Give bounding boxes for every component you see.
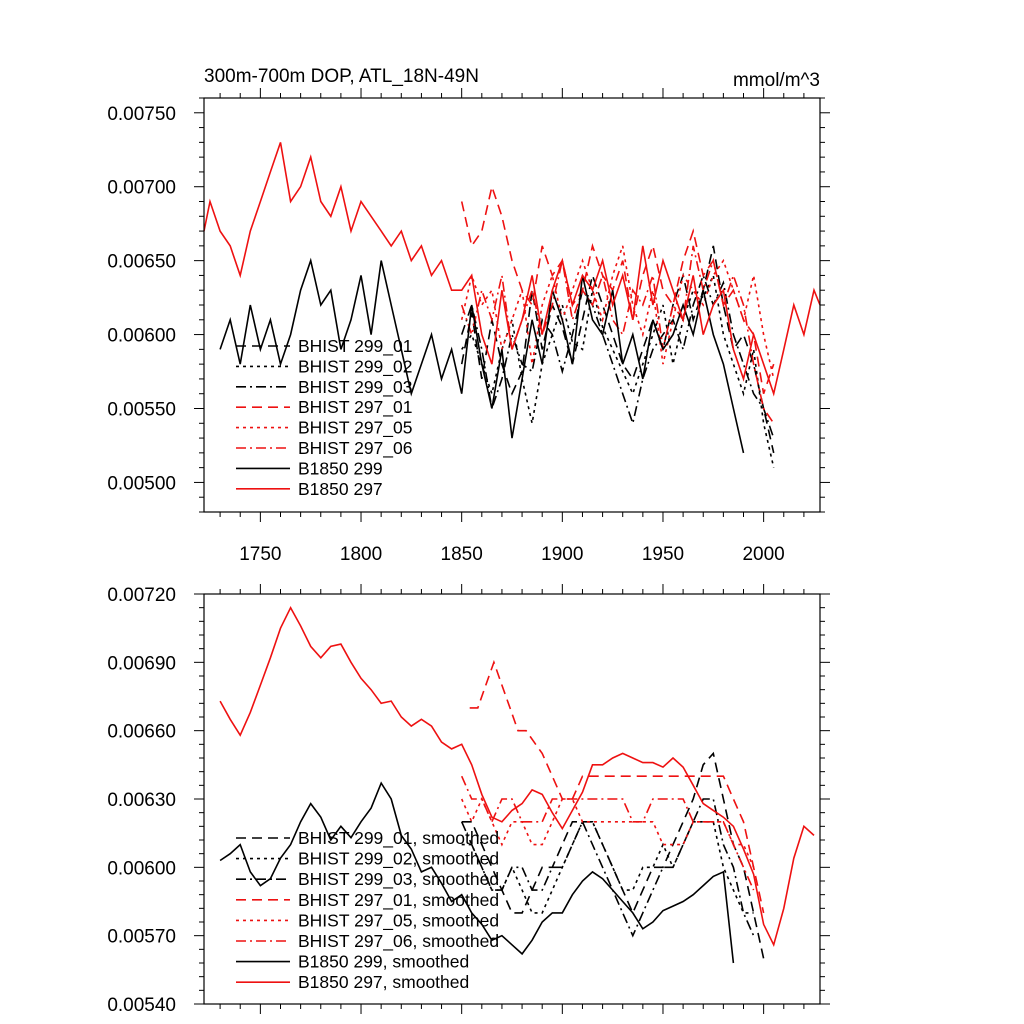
series-line-bhist-299-02-smoothed xyxy=(461,820,754,914)
series-line-bhist-299-03-smoothed xyxy=(460,798,755,938)
top-axes: 1750 1800 1850 1900 1950 2000 0.00500 0.00550 0.… xyxy=(107,88,830,565)
bottom-axes: 0.00540 0.00570 0.00600 0.00630 0.00660 0.006… xyxy=(107,584,830,1016)
x-tick-label: 2000 xyxy=(742,544,784,565)
series-line-bhist-299-02 xyxy=(461,272,775,468)
y-tick-label: 0.00570 xyxy=(107,927,176,948)
top-units: mmol/m^3 xyxy=(733,70,820,91)
y-tick-label: 0.00700 xyxy=(107,178,176,199)
series-line-b1850-299-smoothed xyxy=(219,781,735,964)
x-tick-label: 1950 xyxy=(642,544,684,565)
top-plot-frame xyxy=(203,97,821,513)
y-tick-label: 0.00720 xyxy=(107,585,176,606)
top-series-group xyxy=(203,142,821,468)
y-tick-label: 0.00540 xyxy=(107,995,176,1016)
legend-label: BHIST 299_01, smoothed xyxy=(298,828,499,849)
y-tick-label: 0.00630 xyxy=(107,790,176,811)
bottom-series-group xyxy=(219,605,815,964)
series-line-bhist-299-01-smoothed xyxy=(461,751,765,959)
y-tick-label: 0.00660 xyxy=(107,722,176,743)
legend-label: BHIST 297_06 xyxy=(298,438,412,459)
y-tick-label: 0.00600 xyxy=(107,326,176,347)
series-line-bhist-297-01 xyxy=(460,183,775,394)
y-tick-label: 0.00500 xyxy=(107,473,176,494)
y-tick-label: 0.00690 xyxy=(107,653,176,674)
legend-label: BHIST 299_02 xyxy=(298,356,412,377)
series-line-bhist-297-05 xyxy=(460,245,775,380)
x-tick-label: 1900 xyxy=(541,544,583,565)
legend-label: BHIST 297_05 xyxy=(298,418,412,439)
x-tick-label: 1850 xyxy=(441,544,483,565)
y-tick-label: 0.00750 xyxy=(107,104,176,125)
legend-label: BHIST 297_01, smoothed xyxy=(298,890,499,911)
legend-label: BHIST 297_01 xyxy=(298,397,412,418)
series-line-b1850-297-smoothed xyxy=(219,605,815,948)
series-line-bhist-297-01-smoothed xyxy=(469,659,765,914)
legend-label: BHIST 297_06, smoothed xyxy=(298,931,499,952)
legend-label: B1850 297, smoothed xyxy=(298,972,469,992)
series-line-b1850-297 xyxy=(203,142,821,397)
top-panel: 300m-700m DOP, ATL_18N-49N mmol/m^3 1750… xyxy=(107,66,830,565)
y-tick-label: 0.00600 xyxy=(107,858,176,879)
series-line-bhist-297-06-smoothed xyxy=(460,775,755,891)
legend-label: B1850 299, smoothed xyxy=(298,952,469,972)
y-tick-label: 0.00650 xyxy=(107,252,176,273)
legend-label: BHIST 299_03 xyxy=(298,377,412,398)
bottom-plot-frame xyxy=(203,593,821,1005)
legend-label: BHIST 299_02, smoothed xyxy=(298,849,499,870)
x-tick-label: 1800 xyxy=(340,544,382,565)
x-tick-label: 1750 xyxy=(239,544,281,565)
legend-label: B1850 299 xyxy=(298,458,383,478)
series-line-bhist-299-03 xyxy=(460,272,775,439)
legend-label: BHIST 299_01 xyxy=(298,336,412,357)
legend-label: BHIST 297_05, smoothed xyxy=(298,910,499,931)
legend-label: B1850 297 xyxy=(298,479,383,499)
y-tick-label: 0.00550 xyxy=(107,400,176,421)
legend-label: BHIST 299_03, smoothed xyxy=(298,869,499,890)
bottom-panel: 0.00540 0.00570 0.00600 0.00630 0.00660 0.006… xyxy=(107,584,830,1016)
series-line-bhist-299-01 xyxy=(460,245,775,454)
top-title: 300m-700m DOP, ATL_18N-49N xyxy=(204,66,479,87)
series-line-b1850-299 xyxy=(219,257,745,454)
